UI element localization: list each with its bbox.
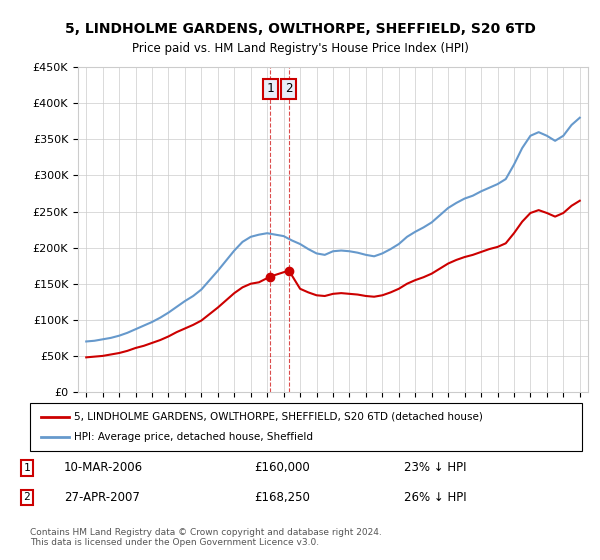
Text: 26% ↓ HPI: 26% ↓ HPI xyxy=(404,491,466,504)
Text: HPI: Average price, detached house, Sheffield: HPI: Average price, detached house, Shef… xyxy=(74,432,313,442)
Text: 10-MAR-2006: 10-MAR-2006 xyxy=(64,461,143,474)
FancyBboxPatch shape xyxy=(30,403,582,451)
Text: Price paid vs. HM Land Registry's House Price Index (HPI): Price paid vs. HM Land Registry's House … xyxy=(131,42,469,55)
Text: 1: 1 xyxy=(266,82,274,95)
Text: 2: 2 xyxy=(285,82,293,95)
Text: 5, LINDHOLME GARDENS, OWLTHORPE, SHEFFIELD, S20 6TD: 5, LINDHOLME GARDENS, OWLTHORPE, SHEFFIE… xyxy=(65,22,535,36)
Text: 23% ↓ HPI: 23% ↓ HPI xyxy=(404,461,466,474)
Text: 5, LINDHOLME GARDENS, OWLTHORPE, SHEFFIELD, S20 6TD (detached house): 5, LINDHOLME GARDENS, OWLTHORPE, SHEFFIE… xyxy=(74,412,483,422)
Text: 1: 1 xyxy=(23,463,30,473)
Text: Contains HM Land Registry data © Crown copyright and database right 2024.
This d: Contains HM Land Registry data © Crown c… xyxy=(30,528,382,547)
Text: £160,000: £160,000 xyxy=(254,461,310,474)
Text: 2: 2 xyxy=(23,492,30,502)
Text: 27-APR-2007: 27-APR-2007 xyxy=(64,491,140,504)
Text: £168,250: £168,250 xyxy=(254,491,310,504)
